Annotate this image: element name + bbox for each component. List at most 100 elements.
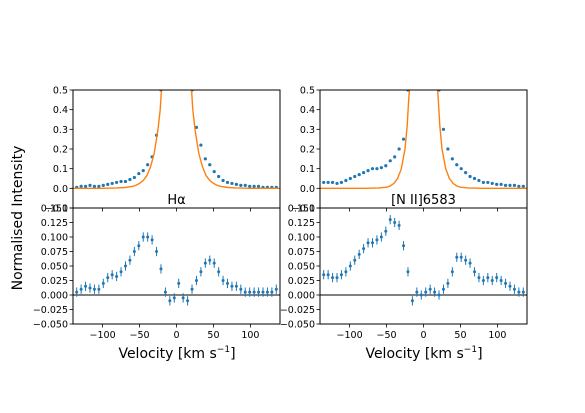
data-point — [375, 167, 379, 171]
data-point — [419, 293, 423, 297]
data-point — [212, 170, 216, 174]
y-tick-label: −0.1 — [45, 204, 68, 215]
data-point — [150, 238, 154, 242]
panel-bottom-left: −0.050 −0.025 0.000 0.025 0.050 0.075 0.100 0.1… — [33, 204, 281, 341]
data-point — [508, 183, 512, 187]
data-point — [119, 270, 123, 274]
data-point — [370, 241, 374, 245]
data-point — [212, 261, 216, 265]
y-tick-label: 0.2 — [300, 145, 315, 156]
data-point — [490, 279, 494, 282]
data-point — [115, 274, 119, 278]
data-point — [225, 180, 230, 185]
x-tick-label: 0 — [173, 330, 179, 341]
y-tick-label: 0.150 — [41, 204, 68, 215]
data-point — [366, 241, 370, 245]
x-tick-label: 50 — [207, 330, 219, 341]
x-tick-label: −100 — [337, 330, 363, 341]
plot-area — [73, 90, 280, 190]
panel-label: [N II]6583 — [391, 193, 456, 208]
data-point — [221, 178, 225, 183]
data-point — [477, 276, 481, 280]
data-point — [344, 270, 348, 274]
data-point — [217, 270, 221, 274]
model-curve — [73, 90, 280, 190]
data-point — [472, 176, 477, 181]
data-point — [459, 167, 463, 171]
data-point — [339, 273, 343, 277]
data-point — [132, 250, 136, 253]
y-tick-label: 0.4 — [300, 105, 315, 116]
data-point — [401, 137, 406, 141]
x-tick-label: 100 — [241, 330, 259, 341]
data-point — [208, 258, 212, 262]
y-tick-label: 0.075 — [288, 247, 315, 258]
data-point — [261, 290, 265, 294]
data-point — [199, 270, 203, 274]
data-point — [217, 174, 221, 179]
data-point — [97, 184, 101, 188]
data-point — [335, 181, 339, 186]
data-point — [75, 290, 79, 294]
data-point — [322, 273, 326, 277]
data-point — [486, 276, 490, 280]
data-point — [428, 287, 432, 291]
data-point — [508, 284, 512, 288]
data-point — [119, 179, 123, 184]
data-point — [190, 287, 194, 291]
data-point — [123, 264, 127, 268]
y-tick-label: 0.5 — [300, 86, 315, 97]
data-point — [172, 296, 176, 300]
data-point — [348, 176, 352, 181]
x-tick-label: 100 — [488, 330, 506, 341]
data-point — [481, 180, 485, 185]
axes-frame — [319, 89, 528, 209]
data-point — [101, 183, 105, 187]
data-point — [101, 281, 105, 285]
data-point — [146, 163, 150, 167]
data-point — [424, 290, 428, 294]
data-point — [441, 127, 446, 131]
data-point — [521, 184, 525, 188]
data-point — [106, 276, 110, 280]
data-point — [141, 235, 145, 239]
data-point — [517, 290, 521, 294]
data-point — [168, 299, 172, 303]
data-point — [486, 180, 490, 185]
data-point — [344, 178, 348, 183]
data-point — [357, 172, 361, 177]
data-point — [163, 290, 167, 294]
data-point — [252, 184, 256, 188]
data-point — [248, 184, 252, 188]
data-point — [203, 261, 207, 265]
y-tick-label: 0.1 — [53, 164, 68, 175]
y-tick-label: 0.5 — [53, 86, 68, 97]
y-tick-label: 0.025 — [41, 276, 68, 287]
data-point — [221, 279, 225, 282]
y-tick-label: 0.075 — [41, 247, 68, 258]
data-point — [353, 258, 357, 262]
data-point — [137, 171, 141, 176]
data-point — [199, 143, 203, 147]
data-point — [397, 147, 401, 151]
data-point — [84, 284, 88, 288]
y-tick-label: −0.050 — [280, 320, 315, 331]
data-point — [123, 179, 128, 184]
y-axis-label: Normalised Intensity — [10, 146, 26, 291]
data-point — [379, 235, 383, 239]
data-point — [521, 290, 525, 294]
y-tick-label: 0.3 — [300, 125, 315, 136]
y-tick-label: 0.100 — [41, 233, 68, 244]
data-point — [330, 180, 335, 185]
data-point — [234, 182, 238, 186]
data-point — [230, 181, 234, 186]
data-point — [393, 155, 397, 159]
data-point — [234, 284, 238, 288]
data-point — [128, 177, 132, 182]
y-tick-label: 0.150 — [288, 204, 315, 215]
data-point — [181, 296, 185, 300]
data-point — [239, 287, 243, 291]
data-point — [252, 290, 256, 294]
x-tick-label: −50 — [377, 330, 397, 341]
